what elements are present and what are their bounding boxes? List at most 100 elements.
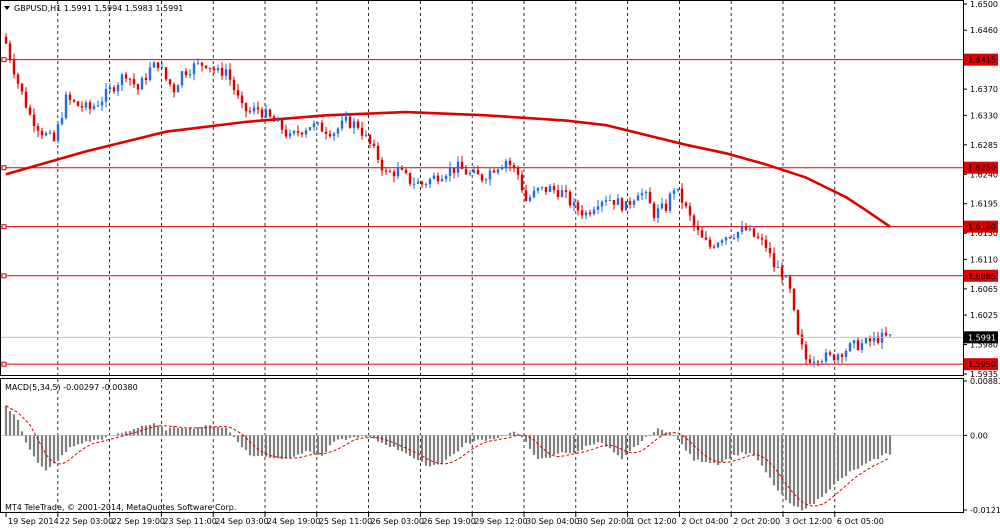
candle-body — [220, 67, 224, 76]
main-frame — [0, 0, 964, 376]
x-tick-label: 6 Oct 05:00 — [837, 517, 884, 526]
level-label-bg — [964, 220, 998, 233]
candle-body — [448, 167, 452, 176]
candle-body — [664, 203, 668, 211]
y-tick-label: 1.6195 — [970, 200, 998, 209]
candle-body — [836, 354, 840, 360]
candle-body — [320, 122, 324, 132]
candle-body — [528, 197, 532, 201]
x-tick-label: 3 Oct 12:00 — [785, 517, 832, 526]
level-label-bg — [964, 358, 998, 371]
horizontal-level-lines — [1, 57, 963, 367]
candle-body — [512, 165, 516, 168]
x-tick-label: 24 Sep 03:00 — [215, 517, 268, 526]
candle-body — [280, 119, 284, 130]
candle-body — [264, 109, 268, 118]
candle-body — [60, 118, 64, 125]
candle-body — [736, 231, 740, 238]
x-tick-label: 2 Oct 20:00 — [733, 517, 780, 526]
level-label: 1.6085 — [968, 272, 996, 281]
candle-body — [172, 84, 176, 93]
candle-body — [708, 239, 712, 247]
candle-body — [204, 65, 208, 68]
candle-body — [464, 169, 468, 175]
candle-body — [256, 107, 260, 110]
candle-body — [676, 188, 680, 191]
candle-body — [28, 107, 32, 115]
x-tick-label: 24 Sep 19:00 — [267, 517, 320, 526]
candle-body — [396, 167, 400, 177]
candle-body — [884, 332, 888, 336]
chart-header[interactable]: GBPUSD,H1 1.5991 1.5994 1.5983 1.5991 — [4, 4, 183, 13]
candle-body — [468, 172, 472, 175]
candle-body — [860, 343, 864, 351]
candle-body — [88, 102, 92, 109]
candle-body — [776, 266, 780, 268]
level-anchor — [1, 273, 7, 279]
candle-body — [72, 99, 76, 102]
candle-body — [728, 237, 732, 239]
moving-average — [5, 110, 891, 228]
x-tick-label: 19 Sep 2014 — [8, 517, 59, 526]
candle-body — [228, 69, 232, 80]
current-price-label: 1.5991 — [968, 333, 996, 342]
dropdown-triangle-icon[interactable] — [4, 6, 10, 10]
x-tick-label: 2 Oct 04:00 — [681, 517, 728, 526]
candle-body — [680, 188, 684, 203]
candle-body — [424, 184, 428, 186]
candle-body — [176, 85, 180, 93]
candle-body — [696, 225, 700, 231]
candle-body — [872, 336, 876, 342]
candle-body — [244, 103, 248, 112]
candle-body — [32, 114, 36, 127]
candle-body — [856, 340, 860, 351]
level-label: 1.5950 — [968, 360, 996, 369]
candle-body — [132, 78, 136, 85]
candle-body — [44, 132, 48, 136]
candle-body — [432, 175, 436, 179]
candle-body — [520, 174, 524, 191]
candle-body — [284, 129, 288, 137]
y-tick-label: 1.6460 — [970, 26, 998, 35]
candle-body — [608, 200, 612, 202]
x-tick-label: 30 Sep 04:00 — [526, 517, 579, 526]
candle-body — [36, 126, 40, 131]
candle-body — [332, 133, 336, 137]
candle-body — [556, 190, 560, 197]
candle-body — [476, 170, 480, 175]
candle-body — [80, 106, 84, 108]
candle-body — [564, 190, 568, 192]
y-tick-label: 1.6500 — [970, 0, 998, 9]
candle-body — [68, 94, 72, 100]
candle-body — [236, 90, 240, 96]
candle-body — [852, 340, 856, 344]
candle-body — [500, 167, 504, 170]
candle-body — [568, 191, 572, 206]
candle-body — [752, 228, 756, 237]
x-tick-label: 30 Sep 20:00 — [578, 517, 631, 526]
candle-body — [780, 266, 784, 278]
candle-body — [784, 276, 788, 278]
candle-body — [804, 344, 808, 360]
candle-body — [16, 74, 20, 84]
candle-body — [592, 209, 596, 215]
candle-body — [832, 354, 836, 360]
y-tick-label: 1.6370 — [970, 85, 998, 94]
candle-body — [112, 87, 116, 92]
candle-body — [104, 89, 108, 102]
candle-body — [792, 288, 796, 311]
candle-body — [796, 310, 800, 335]
candle-body — [128, 78, 132, 80]
candle-body — [180, 71, 184, 86]
candle-body — [400, 167, 404, 170]
candle-body — [876, 336, 880, 343]
x-tick-label: 23 Sep 11:00 — [163, 517, 216, 526]
candle-body — [812, 361, 816, 363]
candle-body — [484, 179, 488, 181]
candle-body — [788, 276, 792, 289]
candle-body — [524, 190, 528, 201]
candle-body — [404, 169, 408, 173]
candle-body — [304, 130, 308, 135]
candle-body — [748, 228, 752, 230]
